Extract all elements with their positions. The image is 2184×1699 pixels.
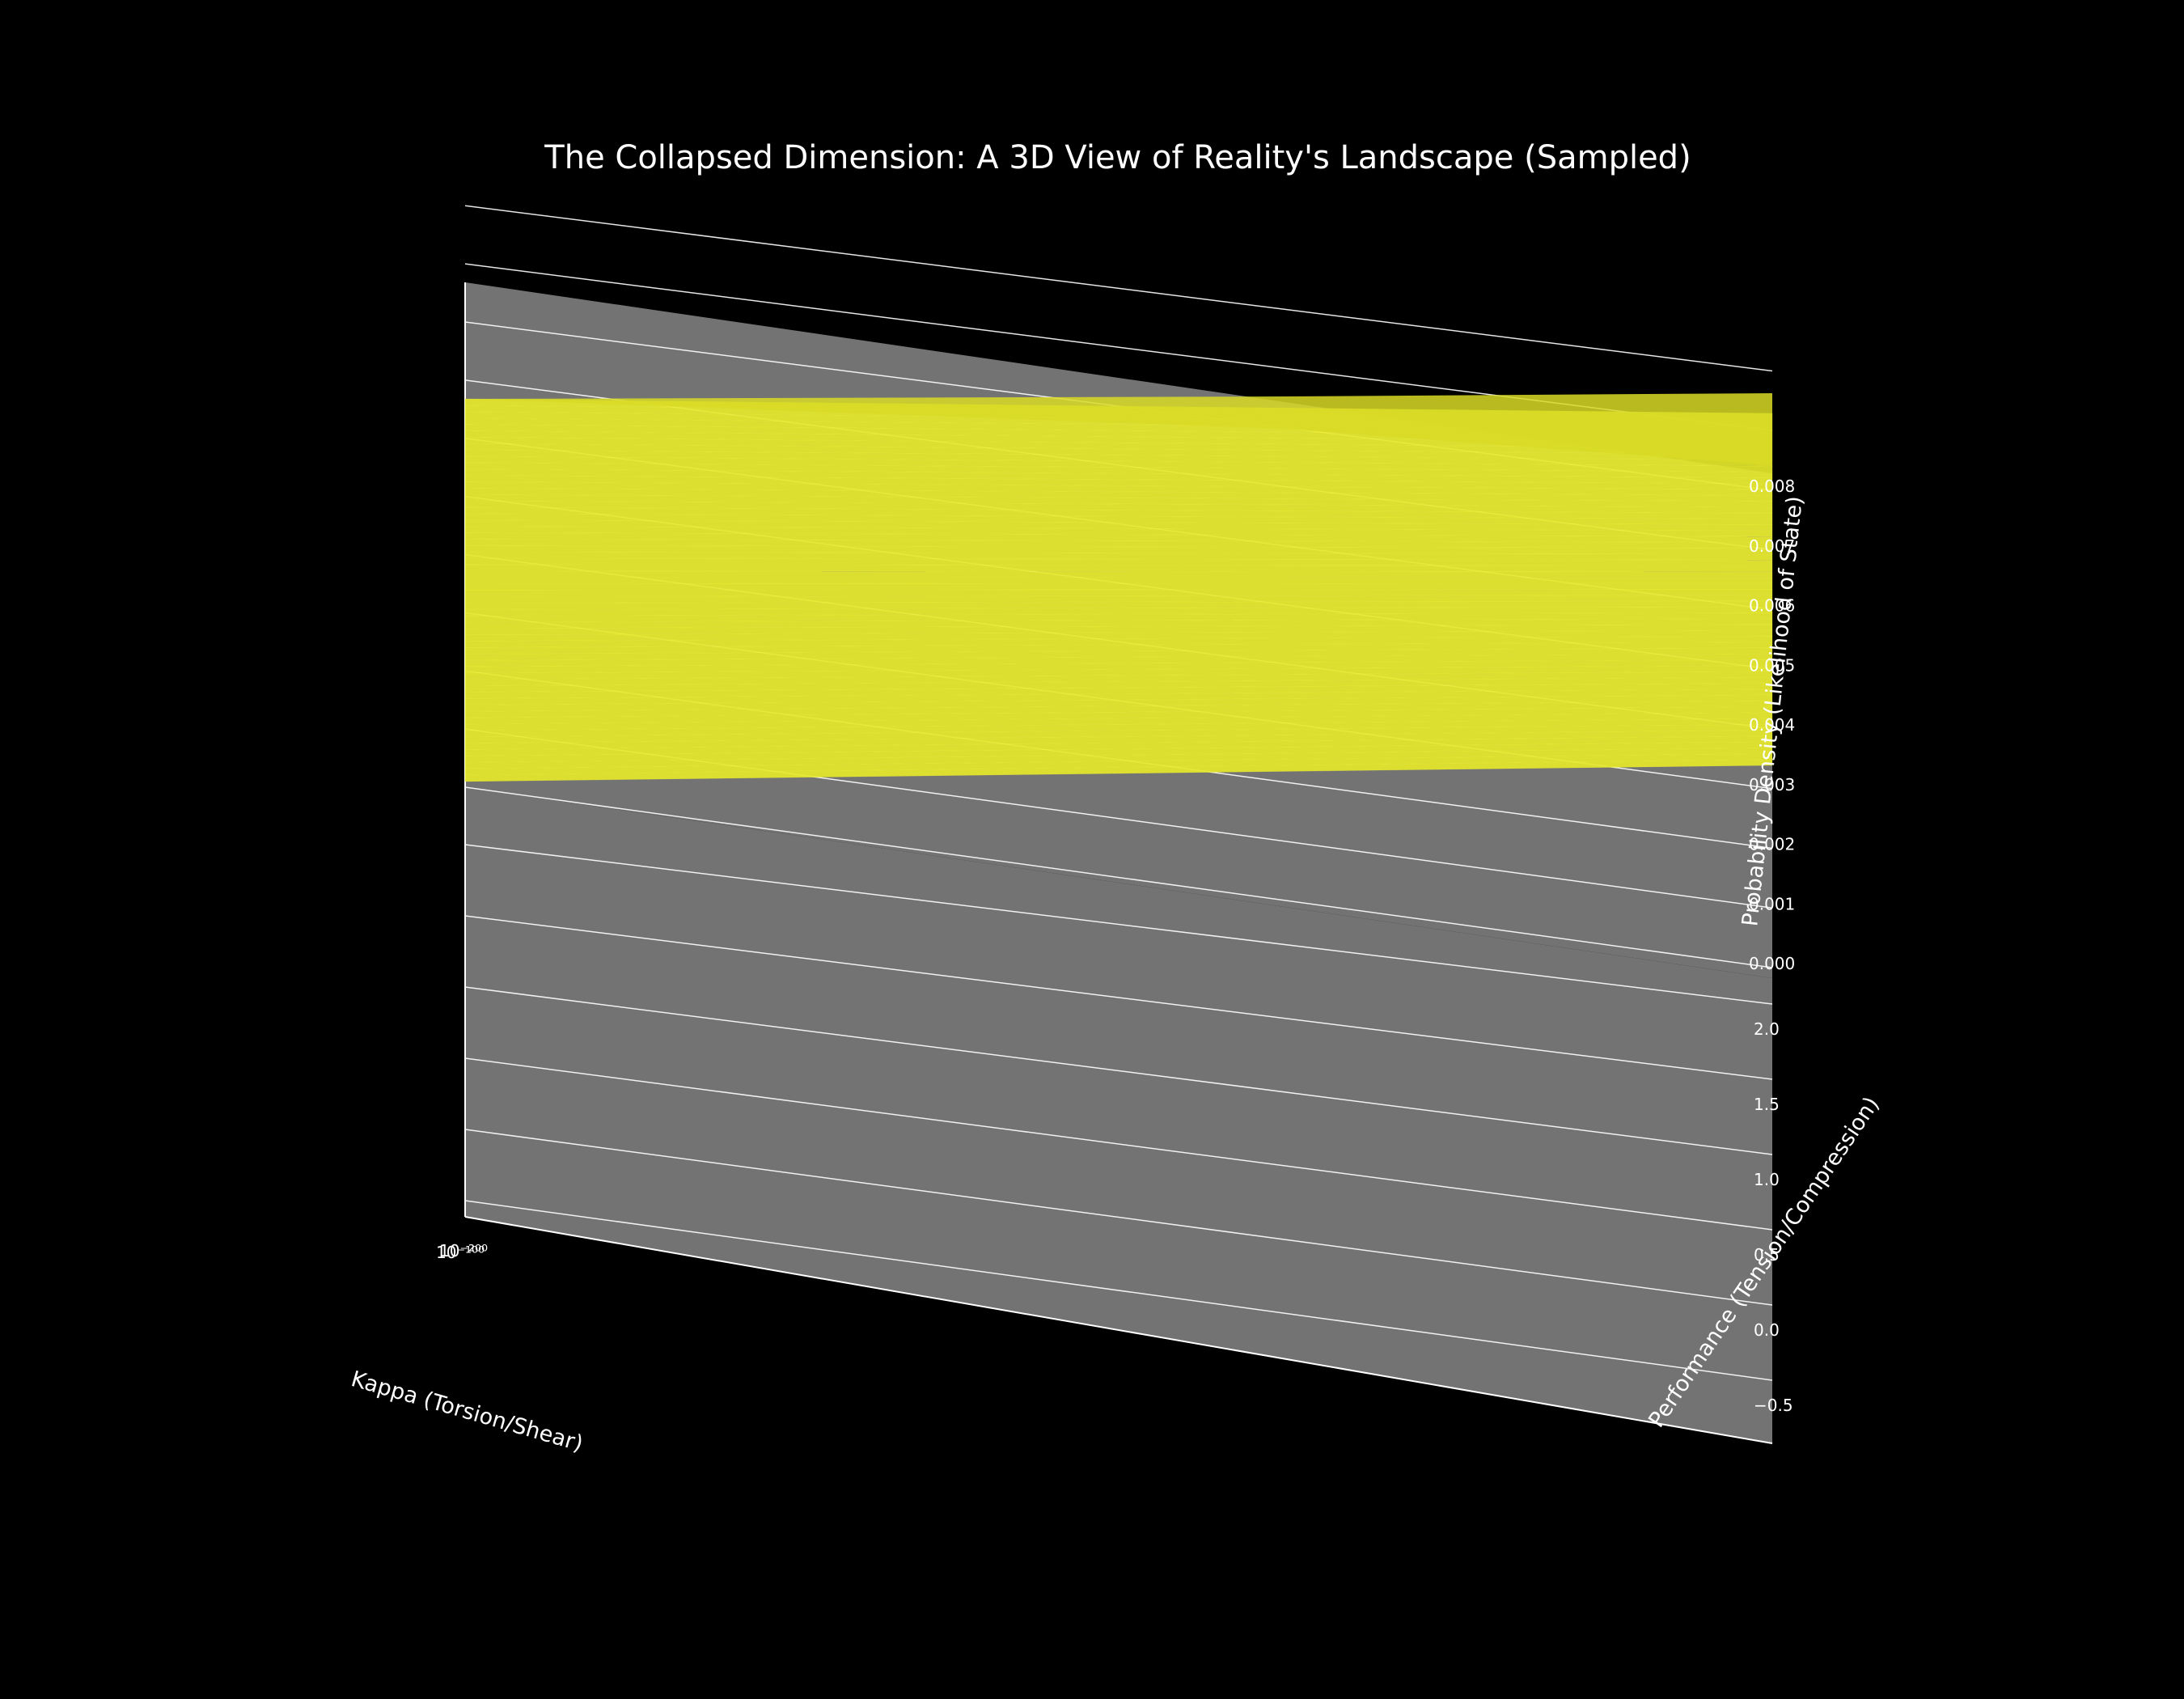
surface-strip [464, 583, 1773, 591]
surface-strip [464, 570, 1773, 578]
y-tick-label: 0.5 [1754, 1245, 1780, 1265]
surface-strip [464, 759, 1773, 782]
y-tick-label: 1.5 [1754, 1095, 1780, 1114]
x-axis-line [464, 1216, 1773, 1444]
z-tick-label: 0.005 [1749, 655, 1795, 675]
floor-pane [465, 787, 1772, 1443]
z-tick-label: 0.000 [1749, 954, 1795, 973]
chart-title: The Collapsed Dimension: A 3D View of Re… [544, 139, 1691, 176]
z-gridline [464, 205, 1773, 372]
z-tick-label: 0.004 [1749, 715, 1795, 735]
y-gridline [464, 844, 1773, 1005]
probability-surface [464, 393, 1773, 782]
z-tick-label: 0.006 [1749, 596, 1795, 616]
z-axis-ticks: 0.000 0.001 0.002 0.003 0.004 0.005 0.006 0.007… [1749, 477, 1795, 973]
surface-strip [464, 564, 1773, 572]
y-gridline [464, 986, 1773, 1155]
z-tick-label: 0.007 [1749, 536, 1795, 556]
y-tick-label: 2.0 [1754, 1019, 1780, 1039]
y-gridlines [464, 844, 1773, 1381]
y-tick-label: 0.0 [1754, 1320, 1780, 1340]
z-tick-label: 0.003 [1749, 775, 1795, 794]
x-tick-label: 10⁻²⁰⁰ [439, 1241, 488, 1260]
x-tick-label: 10⁻¹⁰⁰ [436, 1243, 485, 1262]
y-axis-ticks: −0.5 0.0 0.5 1.0 1.5 2.0 [1754, 1019, 1793, 1415]
y-gridline [464, 1057, 1773, 1231]
z-tick-label: 0.002 [1749, 835, 1795, 854]
z-gridline [464, 786, 1773, 968]
y-tick-label: 1.0 [1754, 1170, 1780, 1189]
z-tick-label: 0.008 [1749, 477, 1795, 496]
z-tick-label: 0.001 [1749, 894, 1795, 913]
y-gridline [464, 1129, 1773, 1306]
surface-fold [465, 393, 1772, 465]
y-gridline [464, 915, 1773, 1080]
surface-strip [464, 577, 1773, 584]
y-gridline [464, 1200, 1773, 1381]
y-tick-label: −0.5 [1754, 1396, 1793, 1415]
